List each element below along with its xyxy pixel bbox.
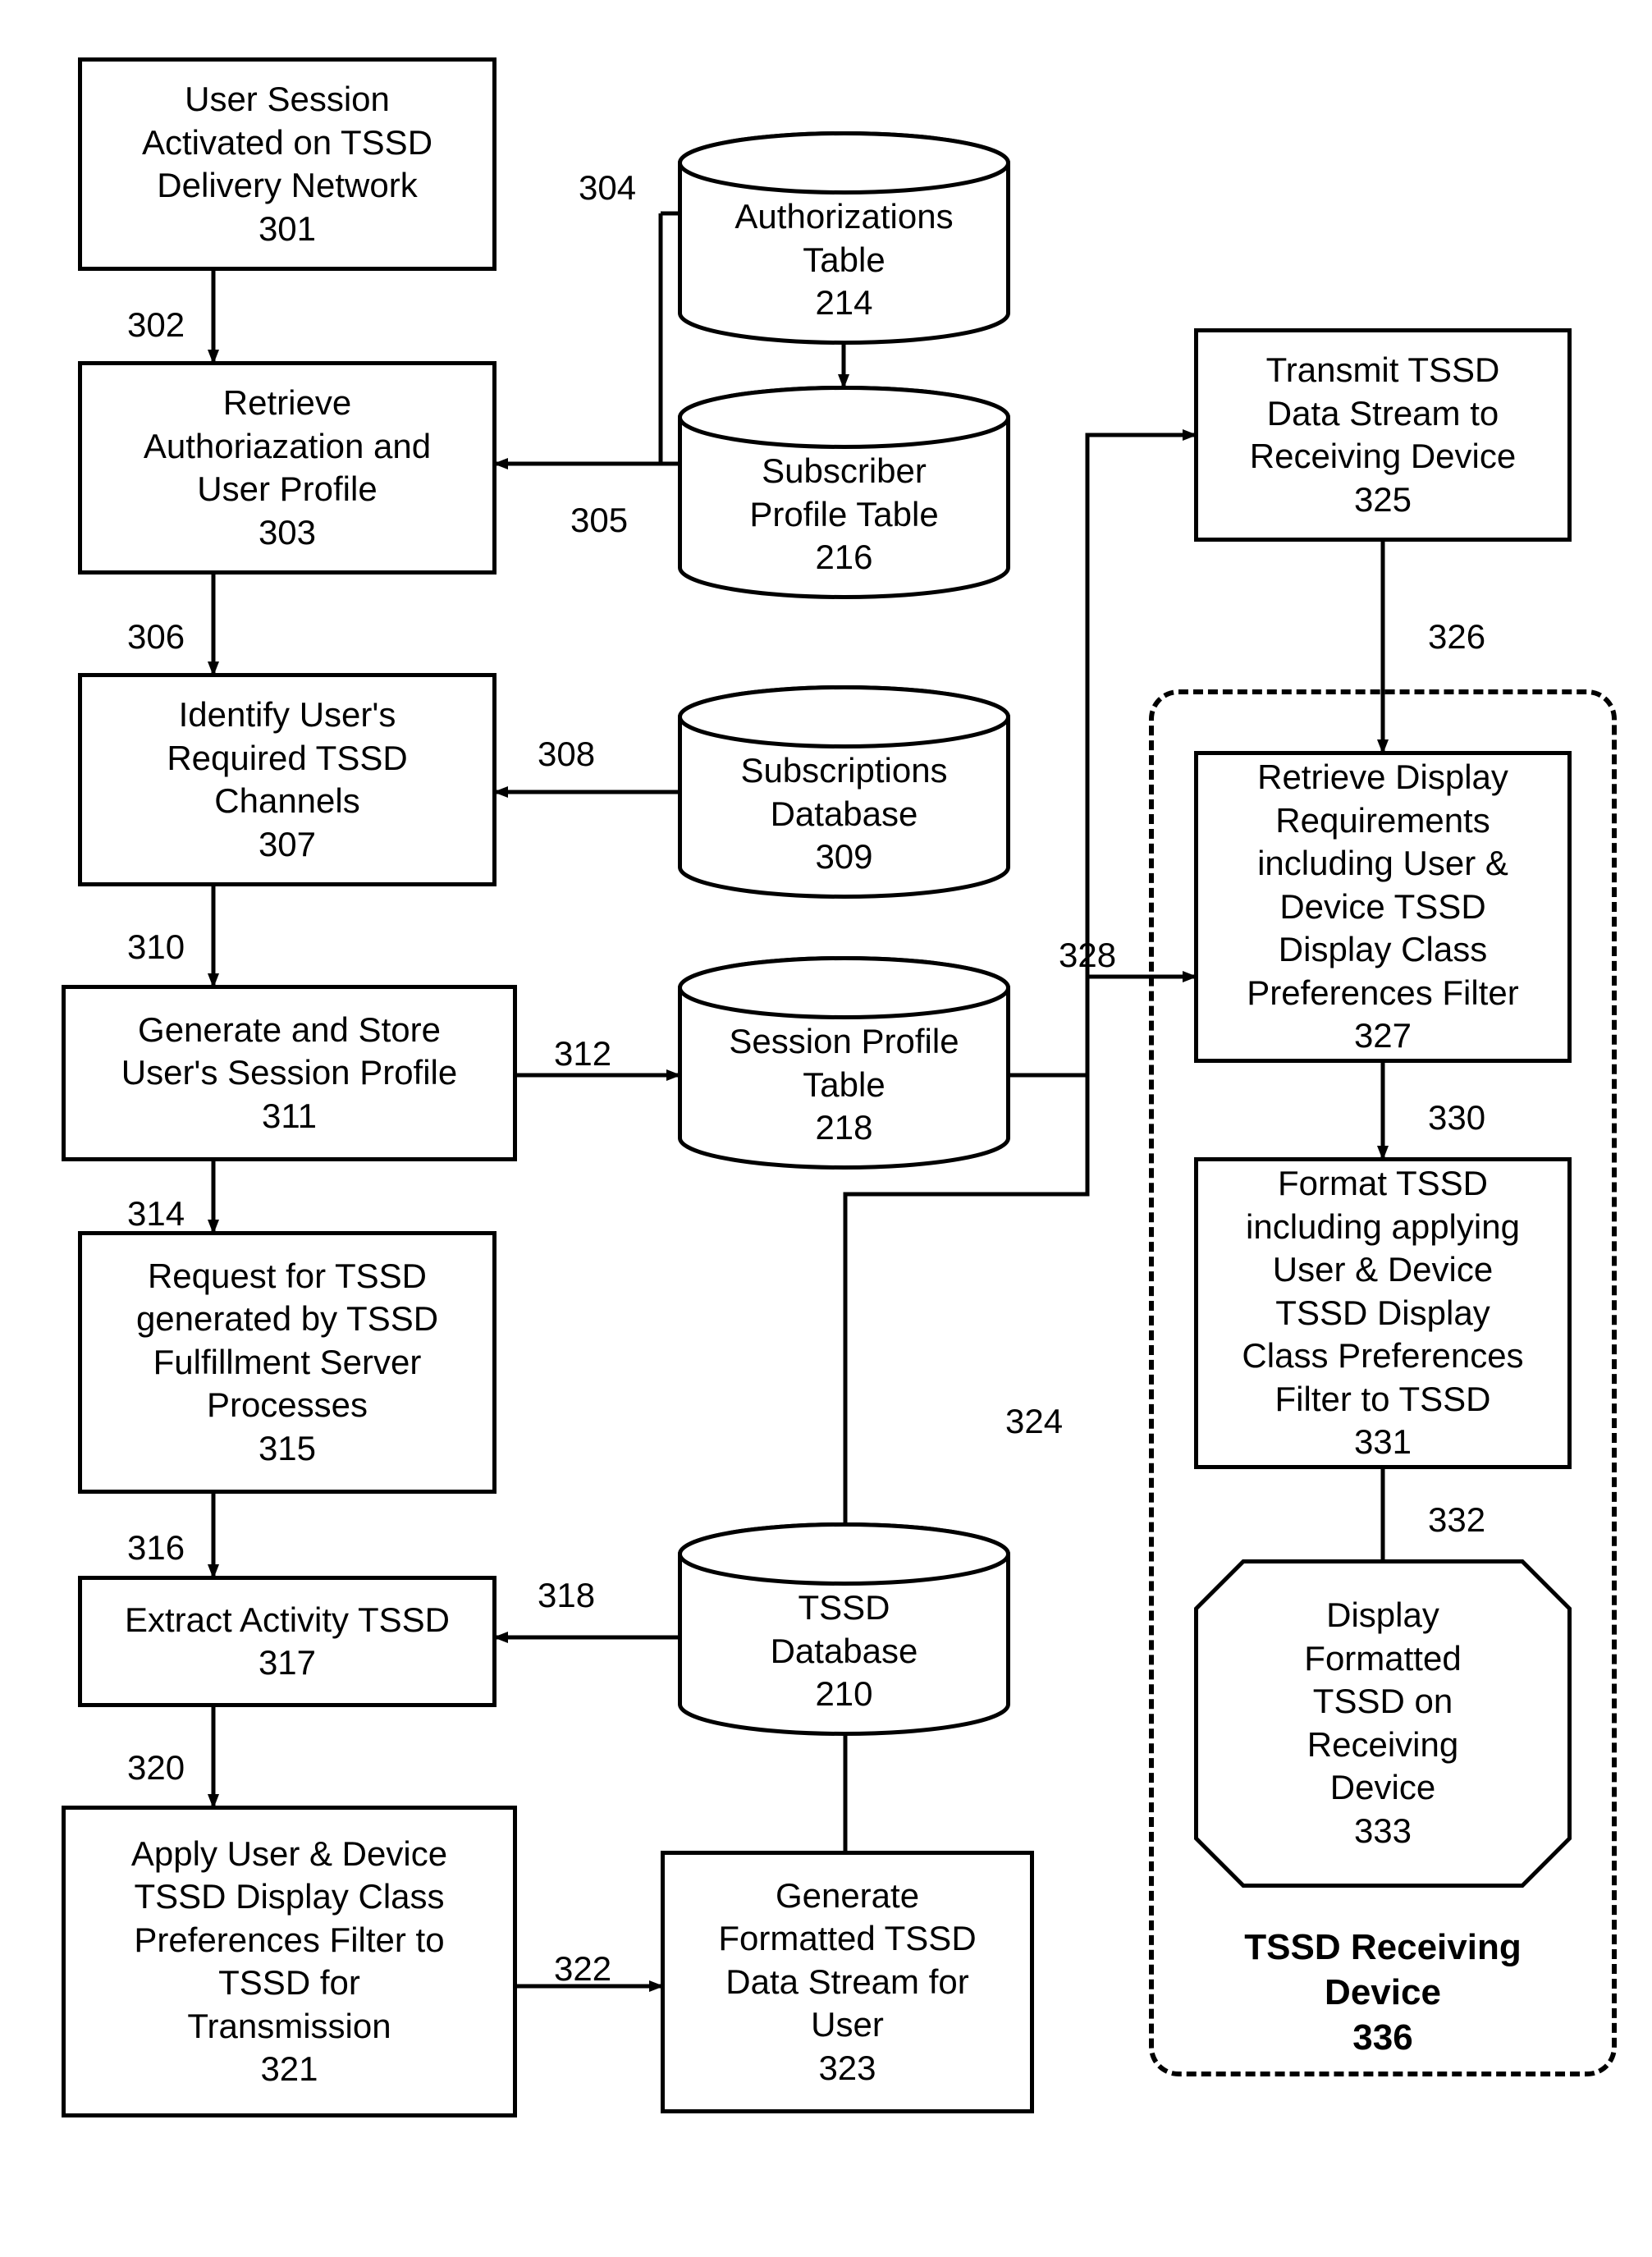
edge-label-324: 324	[1005, 1402, 1063, 1441]
n311: Generate and StoreUser's Session Profile…	[62, 985, 517, 1161]
edge-label-316: 316	[127, 1528, 185, 1568]
edge-label-302: 302	[127, 305, 185, 345]
n325: Transmit TSSDData Stream toReceiving Dev…	[1194, 328, 1572, 542]
n301: User SessionActivated on TSSDDelivery Ne…	[78, 57, 497, 271]
n303: RetrieveAuthoriazation andUser Profile30…	[78, 361, 497, 575]
edge-label-318: 318	[538, 1576, 595, 1615]
edge-label-326: 326	[1428, 617, 1485, 657]
c214: AuthorizationsTable214	[678, 131, 1010, 345]
n323: GenerateFormatted TSSDData Stream forUse…	[661, 1851, 1034, 2113]
edge-label-310: 310	[127, 927, 185, 967]
edge-label-320: 320	[127, 1748, 185, 1788]
n327: Retrieve DisplayRequirementsincluding Us…	[1194, 751, 1572, 1063]
n331: Format TSSDincluding applyingUser & Devi…	[1194, 1157, 1572, 1469]
c210-label: TSSDDatabase210	[678, 1586, 1010, 1716]
edge-label-328: 328	[1059, 936, 1116, 975]
c218-label: Session ProfileTable218	[678, 1020, 1010, 1150]
edge-label-314: 314	[127, 1194, 185, 1234]
edge-label-306: 306	[127, 617, 185, 657]
n315: Request for TSSDgenerated by TSSDFulfill…	[78, 1231, 497, 1494]
c210: TSSDDatabase210	[678, 1522, 1010, 1736]
edge-label-308: 308	[538, 735, 595, 774]
c218: Session ProfileTable218	[678, 956, 1010, 1170]
flowchart-canvas: User SessionActivated on TSSDDelivery Ne…	[0, 0, 1652, 2257]
c214-label: AuthorizationsTable214	[678, 195, 1010, 325]
n307: Identify User'sRequired TSSDChannels307	[78, 673, 497, 886]
edge-label-304: 304	[579, 168, 636, 208]
n333: DisplayFormattedTSSD onReceivingDevice33…	[1194, 1559, 1572, 1888]
c216-label: SubscriberProfile Table216	[678, 450, 1010, 579]
c309: SubscriptionsDatabase309	[678, 685, 1010, 899]
n321: Apply User & DeviceTSSD Display ClassPre…	[62, 1806, 517, 2117]
edge-label-332: 332	[1428, 1500, 1485, 1540]
c309-label: SubscriptionsDatabase309	[678, 749, 1010, 879]
edge-label-330: 330	[1428, 1098, 1485, 1138]
n336_label: TSSD ReceivingDevice336	[1194, 1925, 1572, 2060]
edge-label-312: 312	[554, 1034, 611, 1074]
n317: Extract Activity TSSD317	[78, 1576, 497, 1707]
c216: SubscriberProfile Table216	[678, 386, 1010, 599]
edge-label-305: 305	[570, 501, 628, 540]
edge-label-322: 322	[554, 1949, 611, 1989]
